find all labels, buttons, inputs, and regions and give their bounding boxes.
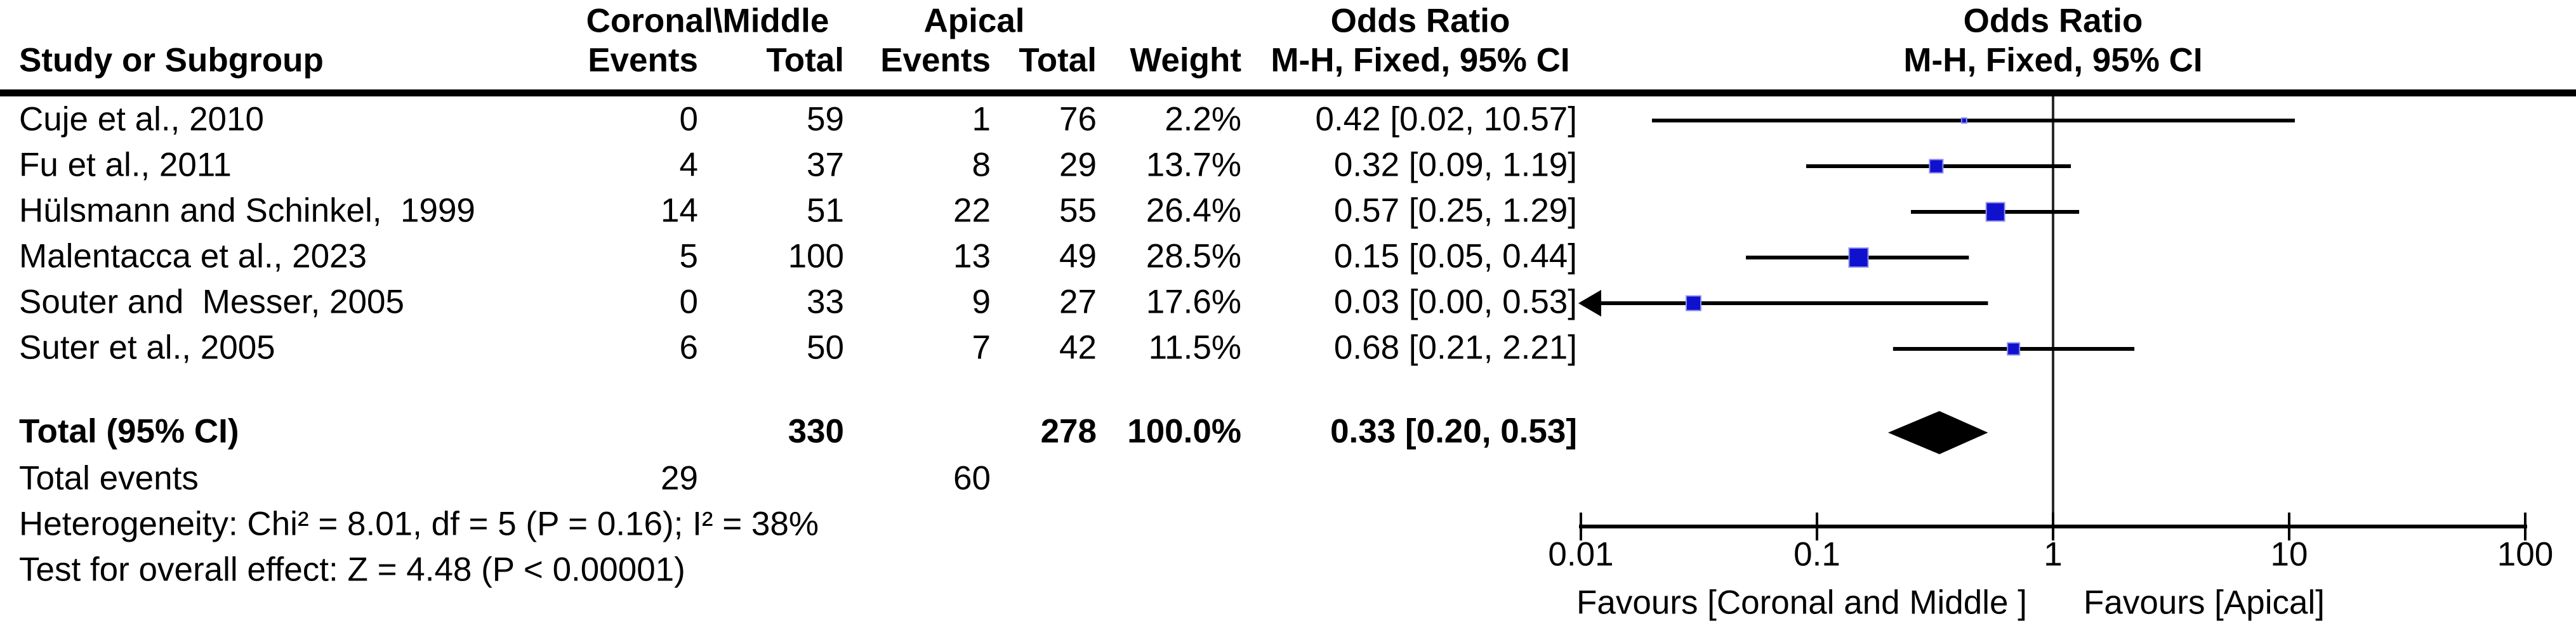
study-weight_label: 26.4% (1146, 192, 1241, 230)
study-total1: 50 (807, 329, 844, 367)
axis-tick-label: 10 (2270, 535, 2308, 573)
or-point-marker (1929, 159, 1944, 174)
total-events-group1: 29 (661, 459, 698, 497)
study-or_label: 0.32 [0.09, 1.19] (1333, 146, 1577, 184)
favours-left-label: Favours [Coronal and Middle ] (1576, 584, 2027, 622)
or-point-marker (1960, 117, 1967, 124)
total-row-label: Total (95% CI) (19, 412, 239, 450)
overall-effect-stat: Test for overall effect: Z = 4.48 (P < 0… (19, 551, 685, 589)
study-total1: 37 (807, 146, 844, 184)
study-events1: 4 (679, 146, 698, 184)
pooled-effect-diamond (1887, 411, 1988, 454)
study-or_label: 0.42 [0.02, 10.57] (1315, 100, 1577, 138)
total-n-group2: 278 (1040, 412, 1097, 450)
study-total1: 59 (807, 100, 844, 138)
study-total2: 49 (1059, 237, 1097, 275)
study-events2: 13 (953, 237, 991, 275)
study-name: Fu et al., 2011 (19, 146, 232, 184)
or-point-marker (2007, 342, 2021, 356)
study-events2: 8 (972, 146, 991, 184)
axis-tick-label: 100 (2497, 535, 2554, 573)
study-total2: 29 (1059, 146, 1097, 184)
study-events2: 22 (953, 192, 991, 230)
study-events1: 5 (679, 237, 698, 275)
study-column-header: Study or Subgroup (19, 41, 324, 79)
study-weight_label: 2.2% (1165, 100, 1241, 138)
study-weight_label: 17.6% (1146, 283, 1241, 321)
study-weight_label: 13.7% (1146, 146, 1241, 184)
group1-header: Coronal\Middle (586, 2, 829, 40)
study-weight_label: 28.5% (1146, 237, 1241, 275)
or-point-marker (1685, 295, 1701, 311)
study-name: Malentacca et al., 2023 (19, 237, 367, 275)
study-or_label: 0.03 [0.00, 0.53] (1333, 283, 1577, 321)
study-total1: 51 (807, 192, 844, 230)
or-method-text-column: M-H, Fixed, 95% CI (1271, 41, 1570, 79)
total1-column-header: Total (766, 41, 844, 79)
study-total2: 76 (1059, 100, 1097, 138)
study-events2: 9 (972, 283, 991, 321)
study-events1: 0 (679, 283, 698, 321)
events1-column-header: Events (588, 41, 698, 79)
study-or_label: 0.68 [0.21, 2.21] (1333, 329, 1577, 367)
total-n-group1: 330 (788, 412, 844, 450)
study-total2: 27 (1059, 283, 1097, 321)
study-events1: 0 (679, 100, 698, 138)
or-point-marker (1848, 247, 1869, 268)
study-name: Cuje et al., 2010 (19, 100, 264, 138)
axis-tick-label: 0.1 (1793, 535, 1840, 573)
study-name: Hülsmann and Schinkel, 1999 (19, 192, 475, 230)
favours-right-label: Favours [Apical] (2084, 584, 2325, 622)
study-name: Suter et al., 2005 (19, 329, 275, 367)
study-total1: 100 (788, 237, 844, 275)
or-point-marker (1985, 202, 2005, 222)
total-events-group2: 60 (953, 459, 991, 497)
study-events1: 6 (679, 329, 698, 367)
total-weight: 100.0% (1127, 412, 1241, 450)
study-weight_label: 11.5% (1148, 329, 1241, 367)
total2-column-header: Total (1019, 41, 1097, 79)
total-or-ci: 0.33 [0.20, 0.53] (1330, 412, 1577, 450)
or-title-text-column: Odds Ratio (1330, 2, 1510, 40)
weight-column-header: Weight (1130, 41, 1241, 79)
study-events1: 14 (661, 192, 698, 230)
study-total2: 42 (1059, 329, 1097, 367)
header-rule (0, 89, 2576, 96)
total-events-label: Total events (19, 459, 199, 497)
study-total2: 55 (1059, 192, 1097, 230)
study-events2: 7 (972, 329, 991, 367)
study-or_label: 0.57 [0.25, 1.29] (1333, 192, 1577, 230)
study-or_label: 0.15 [0.05, 0.44] (1333, 237, 1577, 275)
study-total1: 33 (807, 283, 844, 321)
events2-column-header: Events (880, 41, 991, 79)
heterogeneity-stat: Heterogeneity: Chi² = 8.01, df = 5 (P = … (19, 505, 819, 543)
study-name: Souter and Messer, 2005 (19, 283, 404, 321)
axis-tick-label: 0.01 (1548, 535, 1614, 573)
or-method-plot-column: M-H, Fixed, 95% CI (1903, 41, 2203, 79)
group2-header: Apical (923, 2, 1025, 40)
or-title-plot-column: Odds Ratio (1963, 2, 2143, 40)
axis-tick-label: 1 (2044, 535, 2063, 573)
study-events2: 1 (972, 100, 991, 138)
truncation-arrow-left-icon (1578, 290, 1601, 317)
